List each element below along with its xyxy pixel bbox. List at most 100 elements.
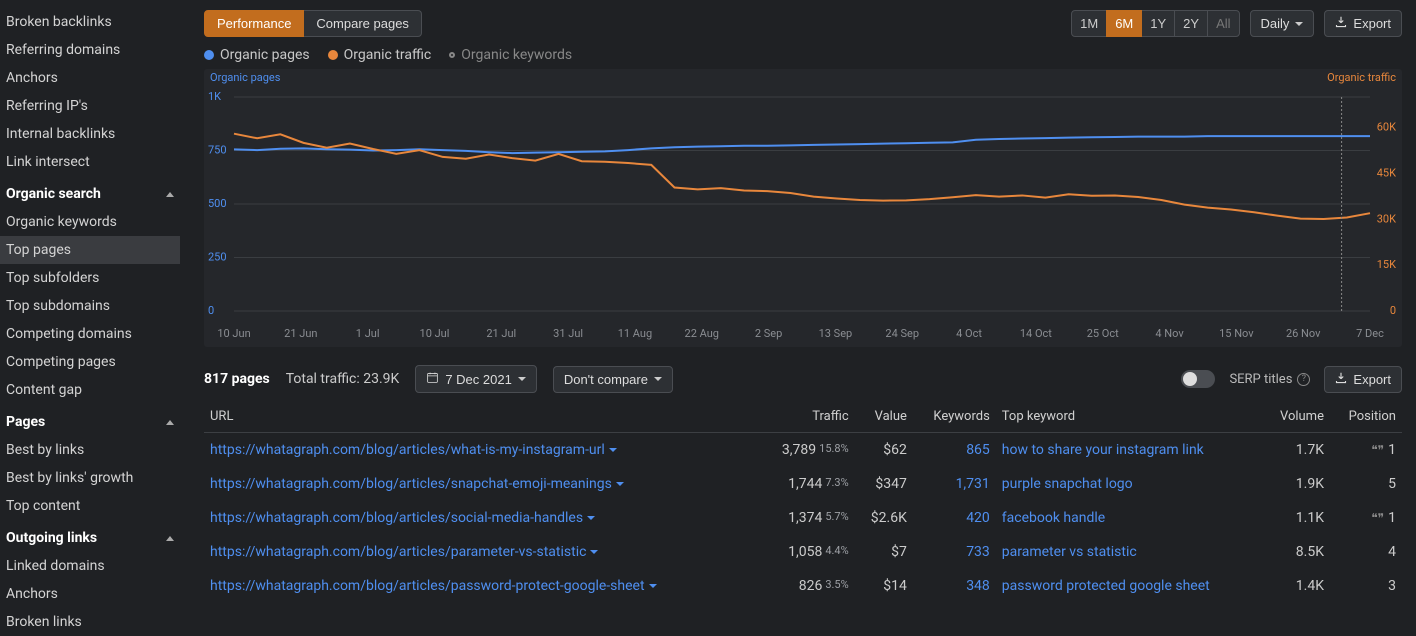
top-keyword-link[interactable]: how to share your instagram link — [1002, 442, 1204, 458]
cell-traffic: 1,0584.4% — [759, 535, 854, 569]
svg-text:14 Oct: 14 Oct — [1020, 327, 1052, 340]
tab-performance[interactable]: Performance — [204, 10, 304, 37]
period-6M[interactable]: 6M — [1106, 10, 1142, 37]
column-header[interactable]: URL — [204, 401, 759, 433]
frequency-dropdown[interactable]: Daily — [1250, 10, 1315, 37]
column-header[interactable]: Traffic — [759, 401, 854, 433]
legend-dot-blue — [204, 50, 214, 60]
period-selector: 1M6M1Y2YAll — [1071, 10, 1239, 37]
page-url-link[interactable]: https://whatagraph.com/blog/articles/pas… — [210, 578, 645, 594]
download-icon — [1335, 372, 1347, 387]
top-keyword-link[interactable]: parameter vs statistic — [1002, 544, 1137, 560]
legend-organic-pages[interactable]: Organic pages — [204, 47, 310, 63]
period-1Y[interactable]: 1Y — [1141, 10, 1175, 37]
download-icon — [1335, 16, 1347, 31]
serp-titles-toggle[interactable] — [1181, 370, 1215, 388]
svg-text:10 Jun: 10 Jun — [217, 327, 250, 340]
svg-text:4 Oct: 4 Oct — [956, 327, 982, 340]
export-label: Export — [1353, 372, 1391, 387]
sidebar-item[interactable]: Competing domains — [0, 320, 180, 348]
sidebar-item[interactable]: Referring domains — [0, 36, 180, 64]
info-icon[interactable]: ? — [1297, 373, 1310, 386]
svg-text:25 Oct: 25 Oct — [1087, 327, 1119, 340]
sidebar-section-header[interactable]: Pages — [0, 404, 180, 436]
sidebar-section-header[interactable]: Organic search — [0, 176, 180, 208]
page-url-link[interactable]: https://whatagraph.com/blog/articles/wha… — [210, 442, 605, 458]
cell-url: https://whatagraph.com/blog/articles/soc… — [204, 501, 759, 535]
sidebar-section-header[interactable]: Outgoing links — [0, 520, 180, 552]
period-2Y[interactable]: 2Y — [1174, 10, 1208, 37]
compare-dropdown[interactable]: Don't compare — [553, 366, 673, 393]
cell-volume: 1.1K — [1262, 501, 1330, 535]
performance-chart[interactable]: 1K750500250060K45K30K15K010 Jun21 Jun1 J… — [204, 75, 1400, 347]
sidebar-item[interactable]: Referring IP's — [0, 92, 180, 120]
sidebar-item[interactable]: Anchors — [0, 580, 180, 608]
chevron-up-icon — [166, 536, 174, 541]
url-caret-icon[interactable] — [587, 516, 595, 520]
cell-url: https://whatagraph.com/blog/articles/pas… — [204, 569, 759, 603]
page-url-link[interactable]: https://whatagraph.com/blog/articles/sna… — [210, 476, 612, 492]
column-header[interactable]: Position — [1330, 401, 1402, 433]
sidebar-item[interactable]: Top subdomains — [0, 292, 180, 320]
svg-text:7 Dec: 7 Dec — [1356, 327, 1384, 340]
sidebar-item[interactable]: Competing pages — [0, 348, 180, 376]
sidebar-item[interactable]: Top subfolders — [0, 264, 180, 292]
tab-compare-pages[interactable]: Compare pages — [304, 10, 422, 37]
url-caret-icon[interactable] — [590, 550, 598, 554]
sidebar-item[interactable]: Broken backlinks — [0, 8, 180, 36]
cell-value: $62 — [855, 433, 913, 468]
page-url-link[interactable]: https://whatagraph.com/blog/articles/soc… — [210, 510, 583, 526]
keywords-link[interactable]: 865 — [966, 442, 990, 458]
column-header[interactable]: Top keyword — [996, 401, 1262, 433]
sidebar-item[interactable]: Top pages — [0, 236, 180, 264]
cell-position: ❝❞1 — [1330, 433, 1402, 468]
svg-text:11 Aug: 11 Aug — [618, 327, 652, 340]
svg-text:45K: 45K — [1377, 166, 1396, 179]
sidebar-item[interactable]: Broken links — [0, 608, 180, 636]
legend-organic-traffic[interactable]: Organic traffic — [328, 47, 432, 63]
sidebar-item[interactable]: Best by links — [0, 436, 180, 464]
top-keyword-link[interactable]: purple snapchat logo — [1002, 476, 1133, 492]
column-header[interactable]: Value — [855, 401, 913, 433]
sidebar-item[interactable]: Linked domains — [0, 552, 180, 580]
legend-organic-keywords[interactable]: Organic keywords — [449, 47, 572, 63]
date-picker[interactable]: 7 Dec 2021 — [415, 365, 537, 393]
table-row: https://whatagraph.com/blog/articles/pas… — [204, 569, 1402, 603]
top-keyword-link[interactable]: facebook handle — [1002, 510, 1105, 526]
right-axis-title: Organic traffic — [1327, 71, 1396, 84]
column-header[interactable]: Volume — [1262, 401, 1330, 433]
keywords-link[interactable]: 420 — [966, 510, 990, 526]
url-caret-icon[interactable] — [609, 448, 617, 452]
sidebar-item[interactable]: Anchors — [0, 64, 180, 92]
url-caret-icon[interactable] — [649, 584, 657, 588]
keywords-link[interactable]: 733 — [966, 544, 990, 560]
svg-text:0: 0 — [1390, 304, 1396, 317]
svg-text:21 Jun: 21 Jun — [284, 327, 317, 340]
cell-value: $347 — [855, 467, 913, 501]
sidebar-item[interactable]: Link intersect — [0, 148, 180, 176]
export-button[interactable]: Export — [1324, 10, 1402, 37]
sidebar-item[interactable]: Organic keywords — [0, 208, 180, 236]
keywords-link[interactable]: 1,731 — [956, 476, 990, 492]
column-header[interactable]: Keywords — [913, 401, 996, 433]
legend-dot-hollow — [449, 52, 455, 58]
keywords-link[interactable]: 348 — [966, 578, 990, 594]
calendar-icon — [426, 371, 439, 387]
sidebar-item[interactable]: Internal backlinks — [0, 120, 180, 148]
url-caret-icon[interactable] — [616, 482, 624, 486]
period-1M[interactable]: 1M — [1071, 10, 1107, 37]
pages-count: 817 pages — [204, 371, 270, 387]
cell-keywords: 348 — [913, 569, 996, 603]
period-All[interactable]: All — [1207, 10, 1239, 37]
svg-text:13 Sep: 13 Sep — [819, 327, 853, 340]
table-export-button[interactable]: Export — [1324, 366, 1402, 393]
table-row: https://whatagraph.com/blog/articles/sna… — [204, 467, 1402, 501]
sidebar-item[interactable]: Content gap — [0, 376, 180, 404]
page-url-link[interactable]: https://whatagraph.com/blog/articles/par… — [210, 544, 586, 560]
serp-titles-label: SERP titles ? — [1229, 372, 1310, 387]
top-keyword-link[interactable]: password protected google sheet — [1002, 578, 1210, 594]
sidebar-item[interactable]: Top content — [0, 492, 180, 520]
serp-feature-icon: ❝❞ — [1371, 511, 1384, 525]
table-controls: 817 pages Total traffic: 23.9K 7 Dec 202… — [204, 365, 1402, 393]
sidebar-item[interactable]: Best by links' growth — [0, 464, 180, 492]
